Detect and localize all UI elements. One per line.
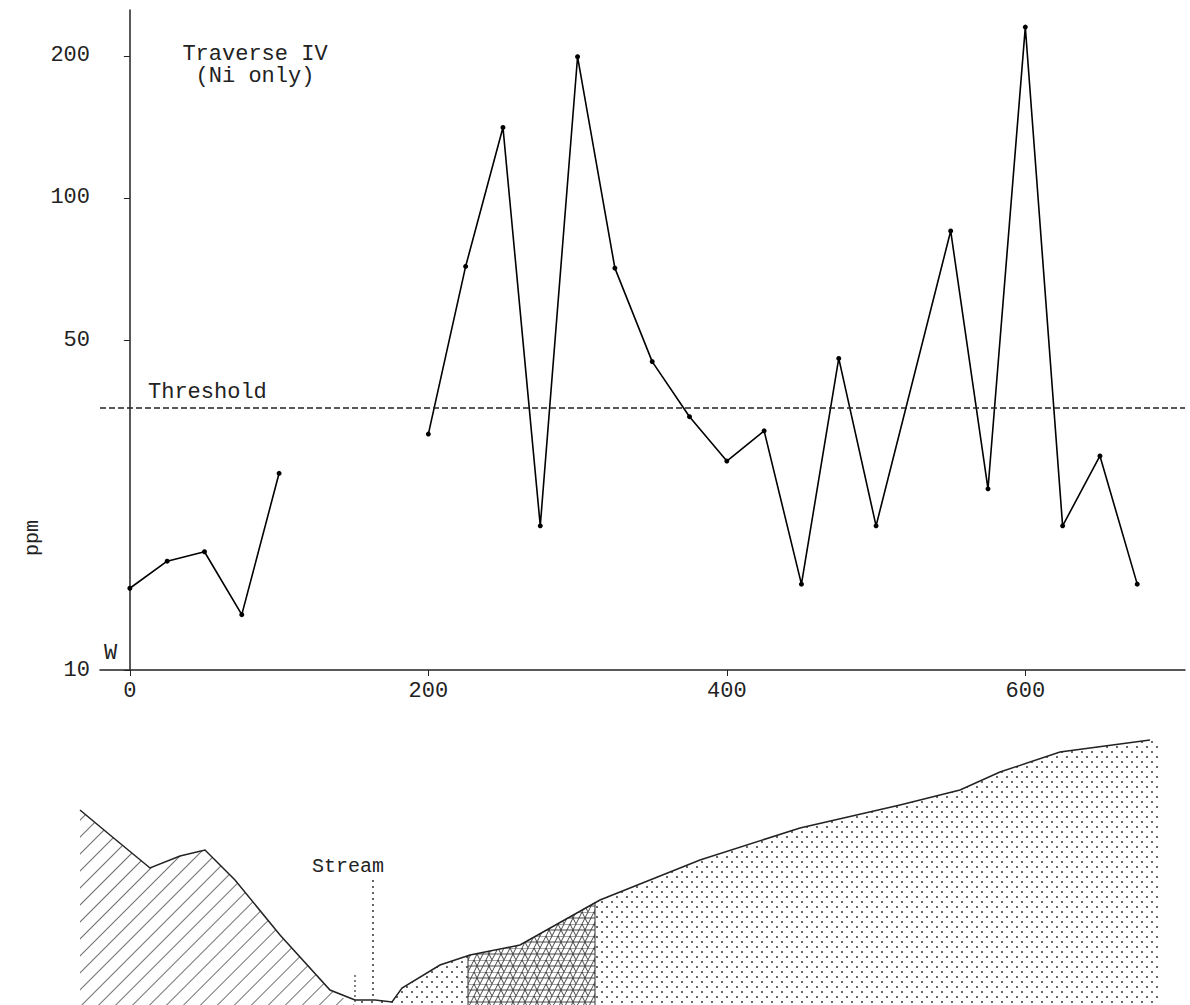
svg-text:(Ni only): (Ni only) [196,64,315,89]
svg-text:50: 50 [64,328,90,353]
svg-text:200: 200 [409,679,449,704]
svg-text:100: 100 [50,185,90,210]
svg-text:200: 200 [50,43,90,68]
svg-text:W: W [104,641,118,666]
svg-text:Traverse IV: Traverse IV [182,41,328,67]
svg-text:Stream: Stream [312,855,384,878]
svg-text:ppm: ppm [21,520,44,556]
svg-text:400: 400 [707,679,747,704]
svg-text:0: 0 [123,679,136,704]
svg-text:600: 600 [1006,679,1046,704]
svg-text:Threshold: Threshold [148,380,267,405]
svg-text:10: 10 [64,658,90,683]
